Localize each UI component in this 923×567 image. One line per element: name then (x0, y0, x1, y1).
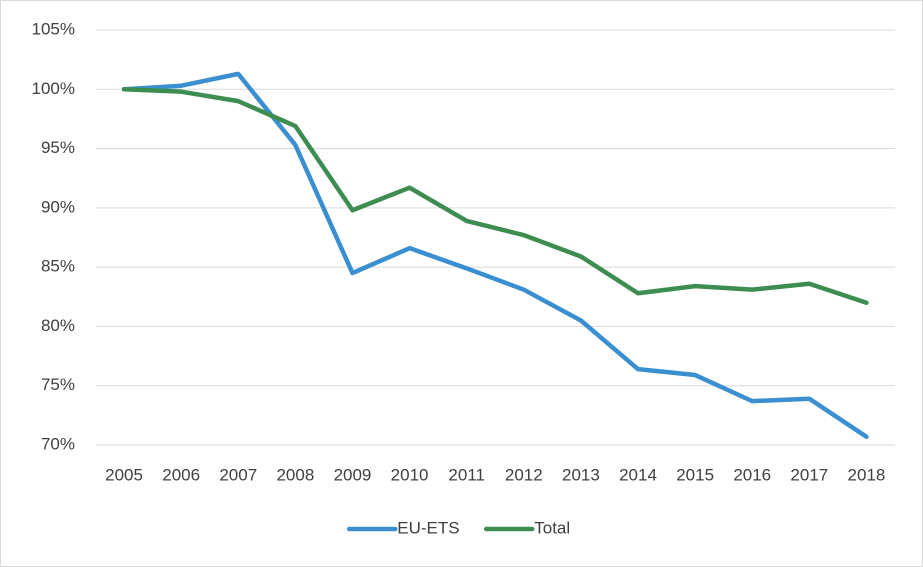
legend-label: Total (534, 518, 570, 537)
x-tick-label: 2013 (562, 465, 600, 484)
x-tick-label: 2016 (733, 465, 771, 484)
y-tick-label: 80% (41, 316, 75, 335)
y-tick-label: 70% (41, 434, 75, 453)
x-tick-label: 2012 (505, 465, 543, 484)
y-tick-label: 105% (32, 19, 75, 38)
series-line (121, 71, 869, 439)
x-tick-label: 2015 (676, 465, 714, 484)
x-tick-label: 2005 (105, 465, 143, 484)
x-tick-label: 2007 (219, 465, 257, 484)
x-tick-label: 2006 (162, 465, 200, 484)
x-tick-label: 2008 (276, 465, 314, 484)
x-tick-label: 2017 (790, 465, 828, 484)
x-tick-label: 2018 (848, 465, 886, 484)
y-tick-label: 90% (41, 197, 75, 216)
y-tick-label: 85% (41, 257, 75, 276)
y-tick-label: 100% (32, 79, 75, 98)
y-tick-label: 95% (41, 138, 75, 157)
series-line (121, 87, 869, 305)
x-tick-label: 2011 (448, 465, 485, 484)
y-tick-label: 75% (41, 375, 75, 394)
x-tick-label: 2009 (334, 465, 372, 484)
x-tick-label: 2010 (391, 465, 429, 484)
legend-label: EU-ETS (397, 518, 459, 537)
x-tick-label: 2014 (619, 465, 657, 484)
